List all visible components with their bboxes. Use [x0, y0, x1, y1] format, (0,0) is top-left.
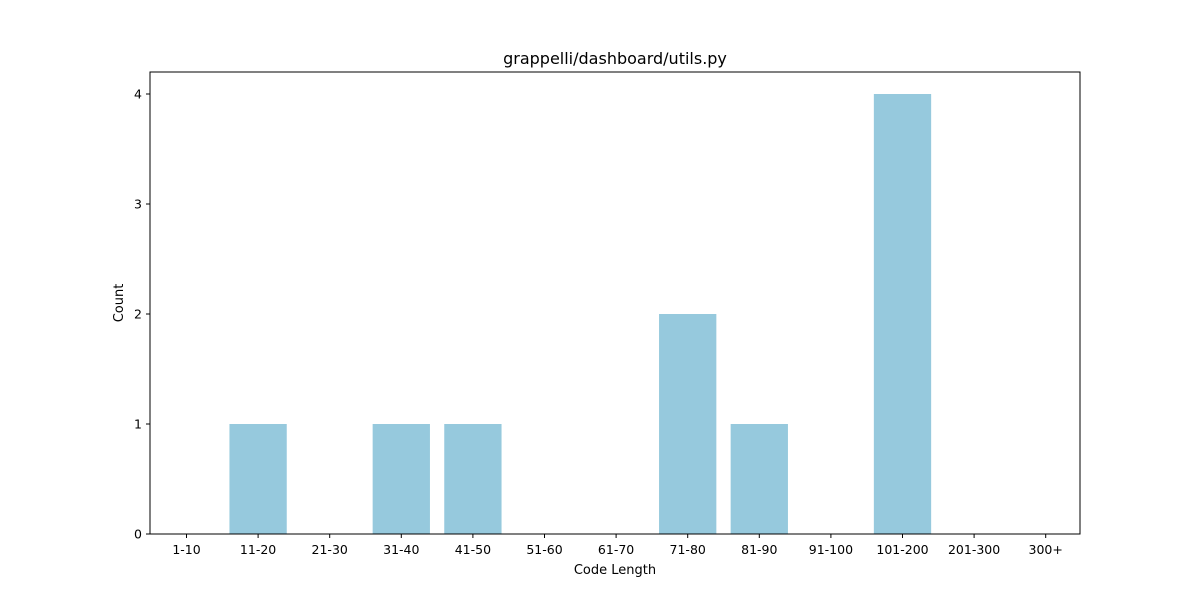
x-tick-label: 101-200	[876, 542, 928, 557]
y-axis-label: Count	[112, 284, 127, 323]
x-tick-label: 71-80	[670, 542, 706, 557]
bars-group	[229, 94, 932, 534]
y-tick-label: 2	[134, 307, 142, 322]
x-tick-label: 51-60	[526, 542, 562, 557]
bar-11-20	[229, 424, 287, 534]
bar-81-90	[730, 424, 788, 534]
x-tick-label: 1-10	[172, 542, 200, 557]
plot-frame	[149, 71, 1081, 535]
x-tick-label: 31-40	[383, 542, 419, 557]
x-tick-label: 41-50	[455, 542, 491, 557]
x-tick-label: 11-20	[240, 542, 276, 557]
x-tick-label: 61-70	[598, 542, 634, 557]
x-tick-label: 91-100	[809, 542, 853, 557]
x-tick-label: 21-30	[312, 542, 348, 557]
x-tick-label: 201-300	[948, 542, 1000, 557]
y-tick-label: 0	[134, 527, 142, 542]
bar-31-40	[372, 424, 430, 534]
y-tick-label: 4	[134, 87, 142, 102]
bar-101-200	[873, 94, 932, 534]
x-axis-ticks: 1-10 11-20 21-30 31-40 41-50 51-60 61-70 71-80 8…	[172, 534, 1063, 557]
y-tick-label: 3	[134, 197, 142, 212]
chart-title: grappelli/dashboard/utils.py	[503, 49, 727, 68]
bar-41-50	[444, 424, 502, 534]
x-axis-label: Code Length	[574, 563, 656, 578]
y-tick-label: 1	[134, 417, 142, 432]
x-tick-label: 81-90	[741, 542, 777, 557]
y-axis-ticks: 0 1 2 3 4	[134, 87, 150, 542]
bar-71-80	[659, 314, 717, 534]
x-tick-label: 300+	[1029, 542, 1063, 557]
